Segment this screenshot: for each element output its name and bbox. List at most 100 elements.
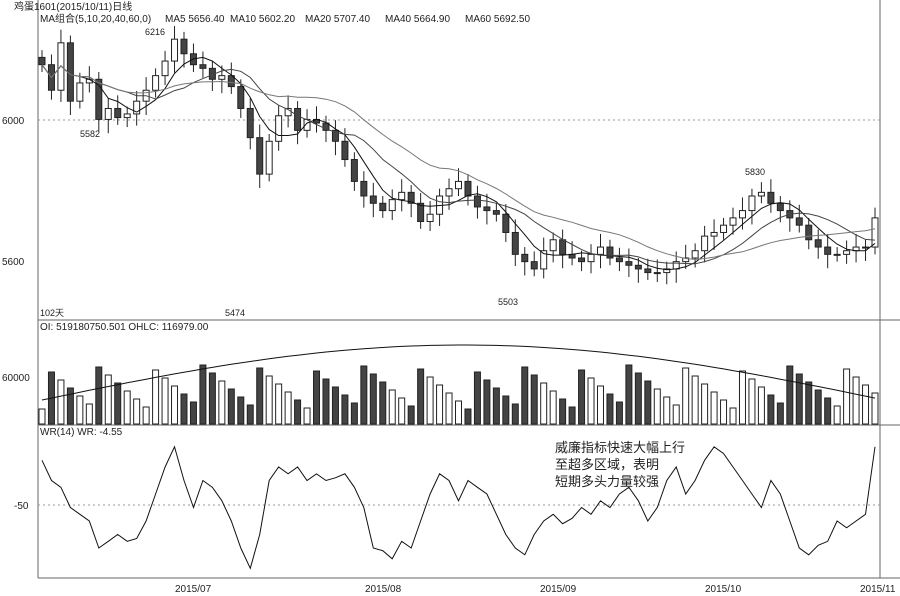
volume-bar xyxy=(76,395,84,425)
volume-bar xyxy=(483,379,491,425)
volume-bar xyxy=(95,366,103,425)
candle-body xyxy=(473,195,481,208)
wr-note-line-1: 威廉指标快速大幅上行 xyxy=(555,440,685,456)
volume-bar xyxy=(824,397,832,425)
candle-body xyxy=(275,115,283,142)
candle-body xyxy=(218,75,226,80)
volume-bar xyxy=(104,374,112,425)
candle-body xyxy=(180,38,188,55)
volume-bar xyxy=(578,369,586,425)
candle-body xyxy=(663,268,671,274)
candle-body xyxy=(634,264,642,270)
candle-body xyxy=(237,86,245,109)
candle-body xyxy=(757,191,765,197)
volume-bar xyxy=(559,398,567,425)
volume-bar xyxy=(227,388,235,425)
volume-bar xyxy=(748,378,756,425)
volume-bar xyxy=(360,365,368,425)
volume-bar xyxy=(379,381,387,425)
candle-body xyxy=(559,239,567,255)
candle-body xyxy=(360,180,368,197)
volume-bar xyxy=(738,370,746,425)
candle-body xyxy=(369,195,377,204)
candle-body xyxy=(256,137,264,175)
candle-body xyxy=(578,257,586,263)
volume-bar xyxy=(852,376,860,425)
candle-body xyxy=(398,191,406,201)
volume-bar xyxy=(786,365,794,425)
volume-bar xyxy=(294,399,302,425)
candle-body xyxy=(644,268,652,274)
candle-body xyxy=(464,180,472,197)
annotation-5474: 5474 xyxy=(225,308,245,318)
volume-bar xyxy=(407,405,415,425)
volume-bar xyxy=(331,386,339,425)
volume-bar xyxy=(464,408,472,425)
candle-body xyxy=(152,75,160,91)
candle-body xyxy=(246,107,254,139)
ma-combo-label: MA组合(5,10,20,40,60,0) xyxy=(40,12,151,25)
candle-body xyxy=(691,250,699,259)
x-label-2015-07: 2015/07 xyxy=(175,584,212,595)
candle-body xyxy=(114,107,122,119)
volume-bar xyxy=(625,364,633,425)
annotation-5503: 5503 xyxy=(498,297,518,307)
ma5-line xyxy=(41,56,876,271)
candle-body xyxy=(530,261,538,270)
candle-body xyxy=(805,224,813,241)
candle-body xyxy=(521,253,529,263)
candle-body xyxy=(294,107,302,131)
volume-bar xyxy=(152,369,160,425)
volume-bar xyxy=(691,375,699,425)
candle-body xyxy=(350,159,358,182)
candle-body xyxy=(379,202,387,212)
candle-body xyxy=(720,224,728,233)
ma20-value: MA20 5707.40 xyxy=(305,14,370,25)
volume-bar xyxy=(682,367,690,425)
volume-bar xyxy=(530,374,538,425)
volume-bar xyxy=(161,377,169,425)
volume-bar xyxy=(417,368,425,425)
volume-bar xyxy=(871,392,879,425)
annotation-6216: 6216 xyxy=(145,27,165,37)
candle-body xyxy=(511,231,519,255)
candle-body xyxy=(388,199,396,212)
volume-bar xyxy=(644,380,652,425)
volume-bar xyxy=(663,396,671,425)
candle-body xyxy=(776,202,784,212)
wr-series-group xyxy=(41,445,876,570)
volume-bar xyxy=(511,403,519,425)
candle-body xyxy=(407,191,415,204)
ma10-value: MA10 5602.20 xyxy=(230,14,295,25)
volume-bar xyxy=(502,395,510,425)
candle-body xyxy=(606,246,614,259)
candle-body xyxy=(701,235,709,252)
candle-body xyxy=(625,261,633,266)
candle-body xyxy=(455,180,462,190)
volume-bar xyxy=(284,391,292,425)
volume-bar xyxy=(171,385,179,425)
volume-bar xyxy=(814,389,822,425)
candle-body xyxy=(843,250,851,255)
volume-bar xyxy=(436,384,444,425)
ma5-value: MA5 5656.40 xyxy=(165,14,225,25)
volume-bar xyxy=(701,383,709,425)
volume-bar xyxy=(350,402,358,425)
annotation-5830: 5830 xyxy=(745,167,765,177)
chart-title: 鸡蛋1601(2015/10/11)日线 xyxy=(14,0,132,13)
volume-bar xyxy=(587,377,595,425)
candle-body xyxy=(824,246,832,255)
volume-bar xyxy=(426,376,434,425)
volume-bar xyxy=(521,366,529,425)
volume-bar xyxy=(833,405,841,425)
candle-body xyxy=(615,257,623,263)
candle-body xyxy=(653,272,661,275)
candle-body xyxy=(133,100,141,115)
ma60-value: MA60 5692.50 xyxy=(465,14,530,25)
candle-body xyxy=(123,113,131,119)
volume-bar xyxy=(208,372,216,425)
price-series-group xyxy=(38,26,879,285)
candle-body xyxy=(104,107,112,120)
volume-bar xyxy=(66,387,74,425)
volume-bar xyxy=(653,388,661,425)
